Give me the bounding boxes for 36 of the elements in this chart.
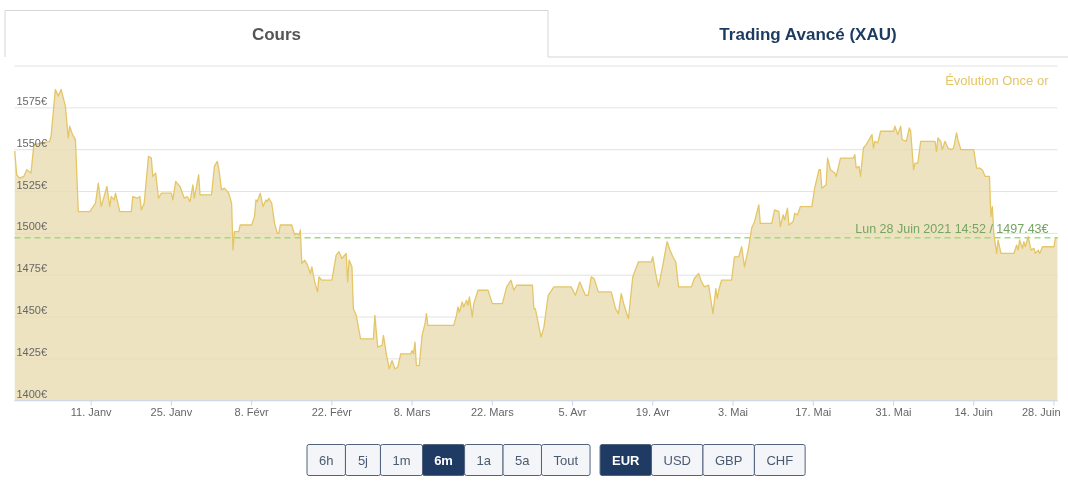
y-tick-label: 1475€ xyxy=(16,262,48,275)
x-tick-label: 31. Mai xyxy=(875,405,912,418)
x-tick-label: 8. Févr xyxy=(234,405,270,418)
currency-button[interactable]: USD xyxy=(651,444,704,476)
y-tick-label: 1550€ xyxy=(16,136,48,149)
tab[interactable]: Trading Avancé (XAU) xyxy=(547,25,1068,58)
currency-button[interactable]: EUR xyxy=(599,444,652,476)
x-tick-label: 19. Avr xyxy=(635,405,671,418)
x-tick-label: 11. Janv xyxy=(70,405,113,418)
range-button[interactable]: 1a xyxy=(464,444,504,476)
range-button[interactable]: 6m xyxy=(422,444,466,476)
x-tick-label: 25. Janv xyxy=(150,405,193,418)
range-button[interactable]: 5j xyxy=(344,444,381,476)
range-button[interactable]: 5a xyxy=(502,444,542,476)
x-tick-label: 3. Mai xyxy=(718,405,749,418)
x-tick-label: 8. Mars xyxy=(393,405,431,418)
range-button[interactable]: 1m xyxy=(379,444,423,476)
tab[interactable]: Cours xyxy=(4,10,549,58)
y-tick-label: 1450€ xyxy=(16,304,48,317)
text: Évolution Once or xyxy=(945,73,1050,88)
y-tick-label: 1500€ xyxy=(16,220,48,233)
x-tick-label: 17. Mai xyxy=(795,405,832,418)
x-tick-label: 14. Juin xyxy=(954,405,993,418)
x-tick-label: 22. Mars xyxy=(470,405,515,418)
x-tick-label: 5. Avr xyxy=(558,405,587,418)
y-tick-label: 1525€ xyxy=(16,178,48,191)
x-tick-label: 22. Févr xyxy=(311,405,353,418)
currency-button[interactable]: GBP xyxy=(702,444,755,476)
range-button[interactable]: 6h xyxy=(306,444,346,476)
y-tick-label: 1575€ xyxy=(16,94,48,107)
x-tick-label: 28. Juin xyxy=(1021,405,1061,418)
currency-button[interactable]: CHF xyxy=(753,444,806,476)
ref-line-label: Lun 28 Juin 2021 14:52 / 1497.43€ xyxy=(855,221,1049,236)
y-tick-label: 1425€ xyxy=(16,345,48,358)
y-tick-label: 1400€ xyxy=(16,387,48,400)
range-button[interactable]: Tout xyxy=(541,444,591,476)
